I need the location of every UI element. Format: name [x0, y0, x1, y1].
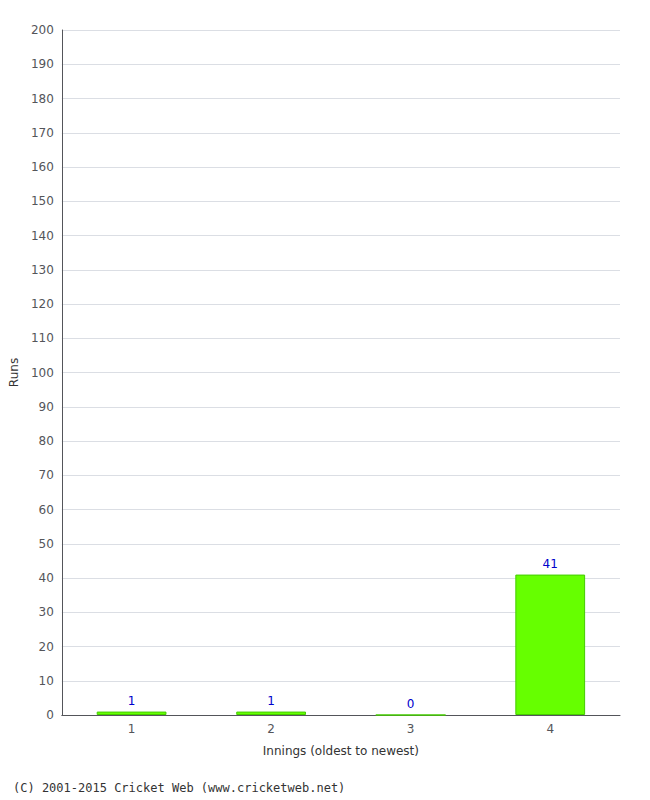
svg-text:170: 170 — [31, 126, 54, 140]
svg-text:180: 180 — [31, 92, 54, 106]
svg-text:70: 70 — [39, 468, 54, 482]
svg-text:1: 1 — [267, 694, 275, 708]
svg-text:140: 140 — [31, 229, 54, 243]
svg-text:120: 120 — [31, 297, 54, 311]
svg-text:(C) 2001-2015 Cricket Web (www: (C) 2001-2015 Cricket Web (www.cricketwe… — [13, 781, 345, 795]
svg-text:4: 4 — [546, 722, 554, 736]
svg-text:130: 130 — [31, 263, 54, 277]
svg-text:20: 20 — [39, 640, 54, 654]
svg-text:30: 30 — [39, 605, 54, 619]
svg-text:Runs: Runs — [7, 358, 21, 387]
svg-text:110: 110 — [31, 331, 54, 345]
svg-text:200: 200 — [31, 23, 54, 37]
svg-text:90: 90 — [39, 400, 54, 414]
svg-text:3: 3 — [407, 722, 415, 736]
svg-text:0: 0 — [46, 708, 54, 722]
svg-text:1: 1 — [128, 722, 136, 736]
svg-text:190: 190 — [31, 57, 54, 71]
svg-text:0: 0 — [407, 697, 415, 711]
svg-text:150: 150 — [31, 194, 54, 208]
svg-text:100: 100 — [31, 366, 54, 380]
svg-text:40: 40 — [39, 571, 54, 585]
svg-text:160: 160 — [31, 160, 54, 174]
svg-text:2: 2 — [267, 722, 275, 736]
svg-text:50: 50 — [39, 537, 54, 551]
svg-text:60: 60 — [39, 503, 54, 517]
svg-text:80: 80 — [39, 434, 54, 448]
svg-text:1: 1 — [128, 694, 136, 708]
svg-text:10: 10 — [39, 674, 54, 688]
svg-text:41: 41 — [543, 557, 558, 571]
svg-text:Innings (oldest to newest): Innings (oldest to newest) — [263, 744, 419, 758]
